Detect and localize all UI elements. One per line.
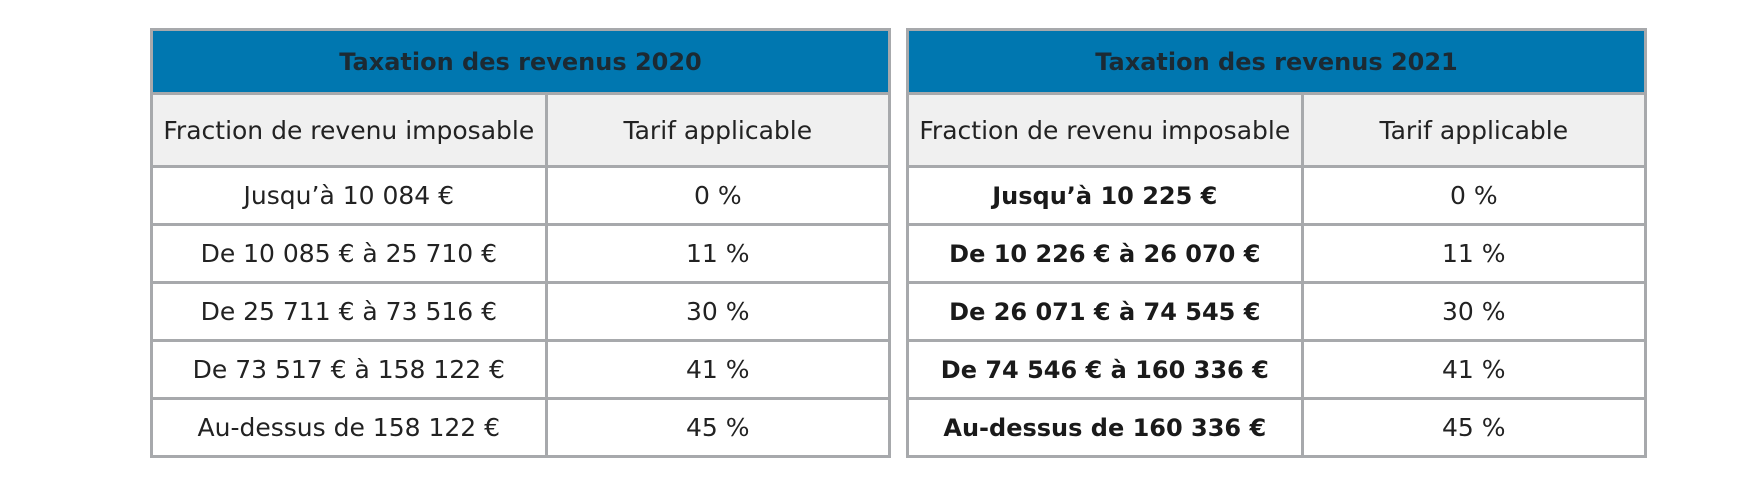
- tax-table-2020: Taxation des revenus 2020 Fraction de re…: [150, 28, 892, 458]
- income-bracket-cell: De 25 711 € à 73 516 €: [150, 281, 548, 342]
- table-row: Jusqu’à 10 225 € 0 %: [906, 165, 1648, 226]
- table-row: De 25 711 € à 73 516 € 30 %: [150, 281, 892, 342]
- income-bracket-cell: De 74 546 € à 160 336 €: [906, 339, 1304, 400]
- table-row: Au-dessus de 160 336 € 45 %: [906, 397, 1648, 458]
- column-header-tax-rate: Tarif applicable: [1300, 92, 1648, 168]
- table-header-row: Fraction de revenu imposable Tarif appli…: [150, 92, 892, 168]
- tax-rate-cell: 41 %: [1300, 339, 1648, 400]
- income-bracket-cell: Au-dessus de 158 122 €: [150, 397, 548, 458]
- income-bracket-cell: De 10 085 € à 25 710 €: [150, 223, 548, 284]
- table-row: Jusqu’à 10 084 € 0 %: [150, 165, 892, 226]
- table-row: De 10 226 € à 26 070 € 11 %: [906, 223, 1648, 284]
- table-row: De 26 071 € à 74 545 € 30 %: [906, 281, 1648, 342]
- tax-rate-cell: 41 %: [544, 339, 892, 400]
- table-title-row: Taxation des revenus 2020: [150, 28, 891, 95]
- tax-rate-cell: 45 %: [544, 397, 892, 458]
- tax-table-2021: Taxation des revenus 2021 Fraction de re…: [906, 28, 1648, 458]
- table-title-row: Taxation des revenus 2021: [906, 28, 1647, 95]
- income-bracket-cell: Au-dessus de 160 336 €: [906, 397, 1304, 458]
- table-row: De 74 546 € à 160 336 € 41 %: [906, 339, 1648, 400]
- tax-rate-cell: 30 %: [1300, 281, 1648, 342]
- tax-rate-cell: 0 %: [544, 165, 892, 226]
- table-header-row: Fraction de revenu imposable Tarif appli…: [906, 92, 1648, 168]
- tax-rate-cell: 11 %: [1300, 223, 1648, 284]
- tax-rate-cell: 11 %: [544, 223, 892, 284]
- income-bracket-cell: De 26 071 € à 74 545 €: [906, 281, 1304, 342]
- table-row: Au-dessus de 158 122 € 45 %: [150, 397, 892, 458]
- tax-rate-cell: 45 %: [1300, 397, 1648, 458]
- column-header-tax-rate: Tarif applicable: [544, 92, 892, 168]
- table-title: Taxation des revenus 2021: [906, 28, 1647, 95]
- income-bracket-cell: Jusqu’à 10 084 €: [150, 165, 548, 226]
- column-header-income-bracket: Fraction de revenu imposable: [150, 92, 548, 168]
- tax-rate-cell: 30 %: [544, 281, 892, 342]
- income-bracket-cell: De 73 517 € à 158 122 €: [150, 339, 548, 400]
- tax-rate-cell: 0 %: [1300, 165, 1648, 226]
- table-row: De 73 517 € à 158 122 € 41 %: [150, 339, 892, 400]
- column-header-income-bracket: Fraction de revenu imposable: [906, 92, 1304, 168]
- table-title: Taxation des revenus 2020: [150, 28, 891, 95]
- table-row: De 10 085 € à 25 710 € 11 %: [150, 223, 892, 284]
- income-bracket-cell: De 10 226 € à 26 070 €: [906, 223, 1304, 284]
- income-bracket-cell: Jusqu’à 10 225 €: [906, 165, 1304, 226]
